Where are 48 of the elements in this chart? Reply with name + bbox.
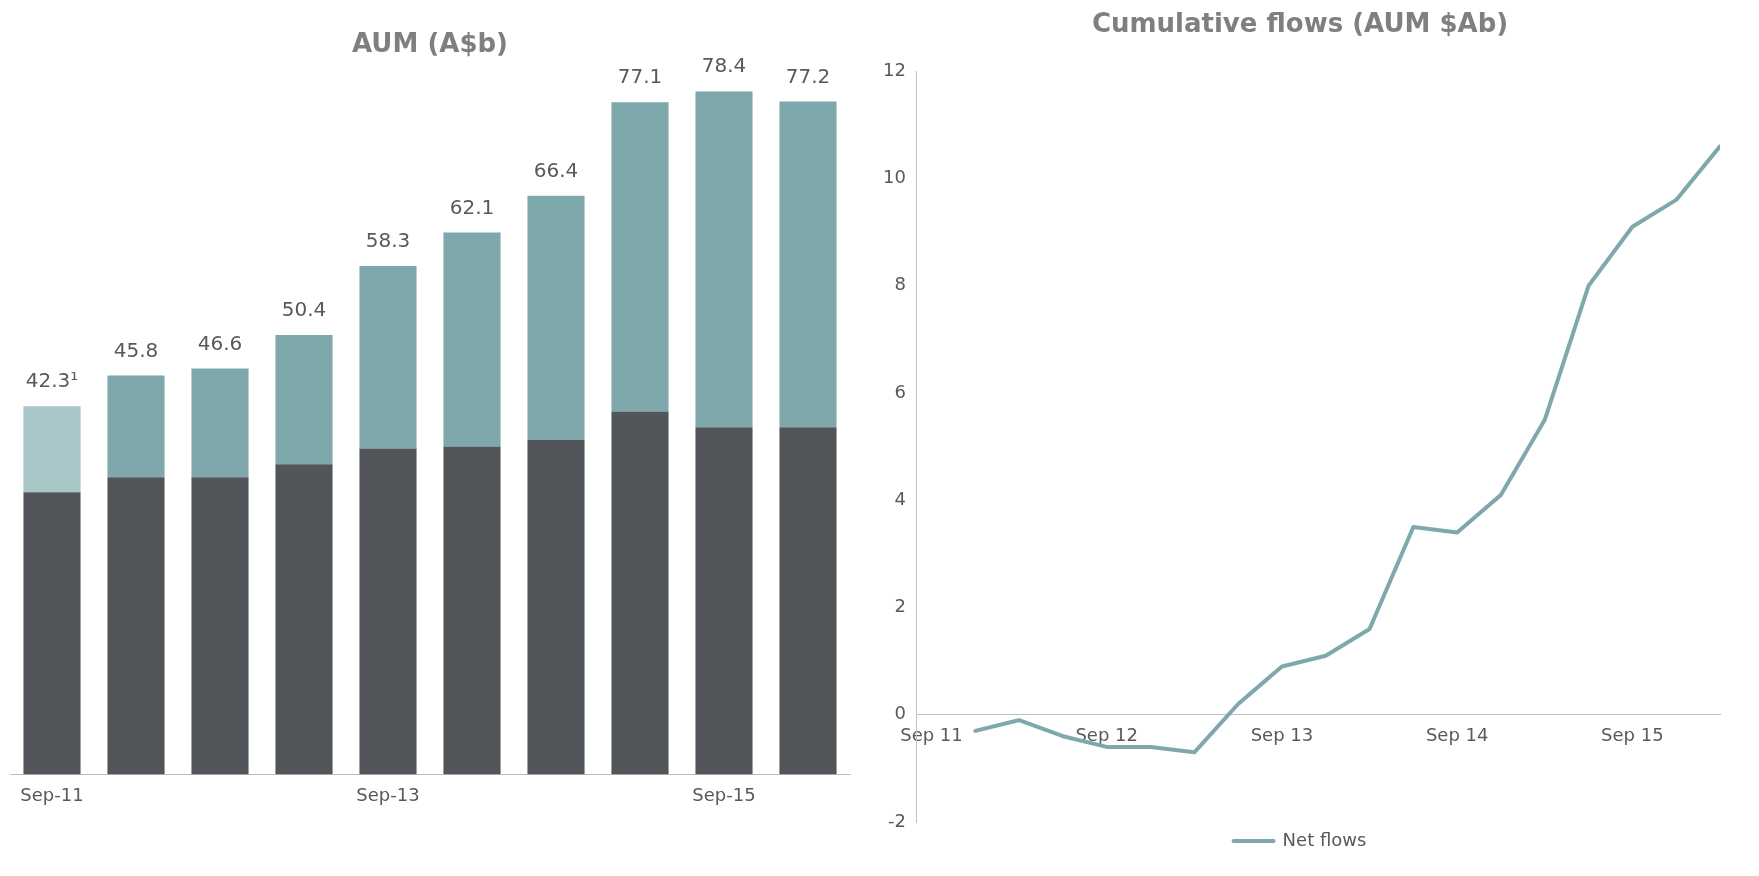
annotation: 62.1	[449, 194, 495, 219]
y-tick-label: 6	[894, 380, 906, 402]
bar	[107, 375, 165, 478]
bar	[107, 477, 165, 775]
bar	[23, 406, 81, 493]
x-tick-label: Sep 15	[1601, 724, 1664, 746]
x-tick-label: Sep 14	[1425, 724, 1489, 746]
text: 77.2	[785, 63, 831, 88]
bar	[611, 411, 669, 775]
annotation: 58.3	[365, 228, 411, 253]
bar	[527, 439, 585, 775]
bar	[359, 266, 417, 449]
y-tick-label: 12	[883, 58, 906, 80]
x-tick-label: Sep 11	[900, 724, 963, 746]
bar	[23, 492, 81, 775]
annotation: 46.6	[197, 330, 243, 355]
bar	[191, 368, 249, 478]
annotation: 66.4	[533, 157, 579, 182]
bar	[779, 101, 837, 428]
y-tick-label: 0	[894, 702, 906, 724]
text: 77.1	[617, 64, 663, 89]
bar	[443, 446, 501, 775]
bar	[443, 232, 501, 447]
x-tick-label: Sep-13	[356, 783, 420, 805]
x-tick-label: Sep-15	[692, 783, 756, 805]
y-tick-label: 2	[894, 595, 906, 617]
annotation: 50.4	[281, 297, 327, 322]
x-tick-label: Sep 13	[1250, 724, 1314, 746]
bar	[527, 195, 585, 440]
bar	[695, 91, 753, 428]
text: 78.4	[701, 53, 747, 78]
legend-label: Net flows	[1282, 828, 1367, 850]
y-tick-label: 4	[894, 487, 906, 509]
y-tick-label: 10	[883, 166, 906, 188]
bar	[779, 427, 837, 775]
bar	[611, 102, 669, 412]
bar	[695, 427, 753, 775]
x-tick-label: Sep-11	[20, 783, 84, 805]
bar	[275, 464, 333, 775]
bar	[275, 335, 333, 465]
chart-title: AUM (A$b)	[352, 28, 508, 59]
chart-title: Cumulative flows (AUM $Ab)	[1091, 8, 1509, 39]
y-tick-label: 8	[894, 273, 906, 295]
annotation: 45.8	[113, 337, 159, 362]
y-tick-label: -2	[887, 809, 906, 831]
bar	[359, 448, 417, 775]
bar	[191, 477, 249, 775]
annotation: 42.3¹	[25, 368, 79, 393]
